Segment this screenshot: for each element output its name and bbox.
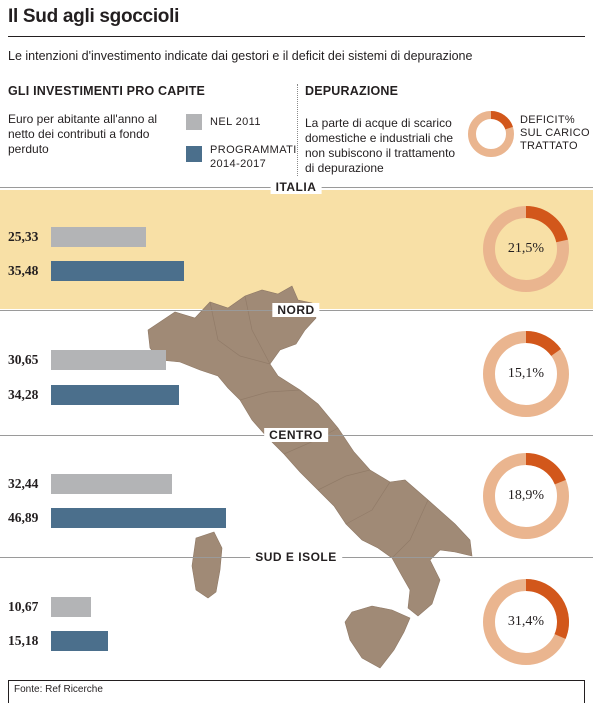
value-label-programmed: 15,18: [8, 633, 39, 648]
deficit-label-sud-e-isole: 31,4%: [507, 614, 545, 629]
footer-right-edge: [584, 680, 585, 703]
value-label-2011: 25,33: [8, 229, 39, 244]
bar-programmed: [51, 508, 227, 528]
page-title: Il Sud agli sgoccioli: [8, 6, 180, 27]
value-label-2011: 10,67: [8, 599, 39, 614]
depuration-heading: DEPURAZIONE: [305, 84, 399, 98]
deficit-label-nord: 15,1%: [507, 366, 545, 381]
bar-2011: [51, 227, 146, 247]
bar-programmed: [51, 261, 184, 281]
value-label-programmed: 35,48: [8, 263, 39, 278]
investments-heading: GLI INVESTIMENTI PRO CAPITE: [8, 84, 206, 98]
legend-label-programmed: PROGRAMMATI 2014-2017: [210, 144, 297, 170]
footer-left-edge: [8, 680, 9, 703]
legend-deficit-label: DEFICIT% SUL CARICO TRATTATO: [520, 114, 590, 152]
deficit-label-italia: 21,5%: [507, 241, 545, 256]
bar-2011: [51, 597, 91, 617]
region-label-sud-e-isole: SUD E ISOLE: [250, 550, 342, 564]
legend-donut-icon: [468, 110, 514, 157]
title-rule: [8, 36, 585, 37]
investments-description: Euro per abitante all'anno al netto dei …: [8, 112, 158, 156]
subtitle: Le intenzioni d'investimento indicate da…: [8, 49, 473, 63]
region-label-italia: ITALIA: [270, 180, 322, 194]
header-divider: [297, 84, 298, 176]
legend-swatch-programmed: [186, 146, 202, 162]
bar-programmed: [51, 631, 108, 651]
region-label-nord: NORD: [272, 303, 320, 317]
value-label-programmed: 34,28: [8, 387, 39, 402]
bar-programmed: [51, 385, 180, 405]
bar-2011: [51, 350, 166, 370]
depuration-description: La parte di acque di scarico domestiche …: [305, 116, 456, 175]
footer-rule: [8, 680, 585, 681]
value-label-2011: 32,44: [8, 476, 39, 491]
legend-label-2011: NEL 2011: [210, 116, 261, 128]
value-label-programmed: 46,89: [8, 510, 39, 525]
source-note: Fonte: Ref Ricerche: [14, 684, 103, 695]
region-label-centro: CENTRO: [264, 428, 328, 442]
bar-2011: [51, 474, 173, 494]
value-label-2011: 30,65: [8, 352, 39, 367]
deficit-label-centro: 18,9%: [507, 488, 545, 503]
legend-swatch-2011: [186, 114, 202, 130]
